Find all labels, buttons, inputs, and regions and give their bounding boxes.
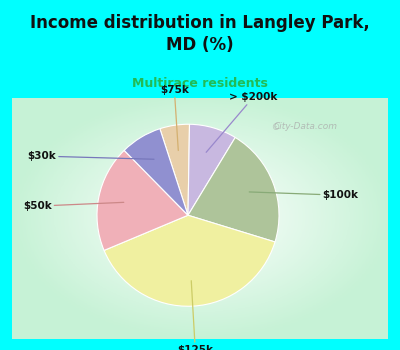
- Wedge shape: [124, 129, 188, 215]
- Text: Income distribution in Langley Park,
MD (%): Income distribution in Langley Park, MD …: [30, 14, 370, 54]
- Text: $125k: $125k: [177, 281, 213, 350]
- Wedge shape: [104, 215, 275, 306]
- Text: $50k: $50k: [23, 201, 124, 211]
- Text: $100k: $100k: [249, 190, 359, 200]
- Wedge shape: [188, 124, 235, 215]
- Wedge shape: [188, 138, 279, 242]
- Wedge shape: [97, 150, 188, 250]
- Text: > $200k: > $200k: [206, 92, 278, 152]
- Text: $30k: $30k: [27, 151, 154, 161]
- Wedge shape: [160, 124, 190, 215]
- Text: Multirace residents: Multirace residents: [132, 77, 268, 90]
- Text: ⊙: ⊙: [271, 122, 279, 132]
- Text: $75k: $75k: [160, 85, 189, 150]
- Text: City-Data.com: City-Data.com: [273, 122, 337, 132]
